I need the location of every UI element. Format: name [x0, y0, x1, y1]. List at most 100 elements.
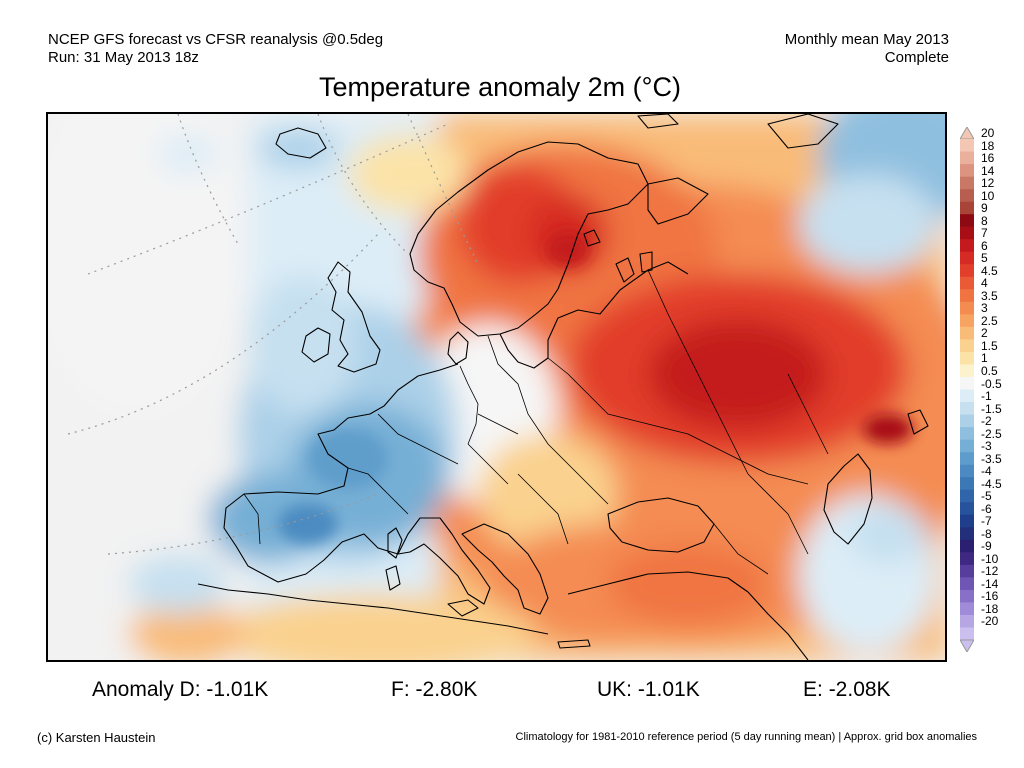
colorbar-label: -8 — [981, 526, 992, 541]
coastlines — [197, 114, 929, 660]
colorbar-label: -6 — [981, 501, 992, 516]
colorbar-swatch — [960, 527, 974, 541]
stat-f-value: -2.80K — [415, 678, 478, 701]
colorbar-bottom-arrow — [960, 639, 974, 652]
colorbar-swatch — [960, 339, 974, 353]
stat-f-label: F: — [391, 678, 410, 701]
colorbar-label: -3 — [981, 439, 992, 454]
colorbar-label: 20 — [981, 126, 995, 140]
colorbar-label: 3.5 — [981, 288, 998, 303]
colorbar-label: 1.5 — [981, 338, 998, 353]
colorbar-swatch — [960, 351, 974, 365]
colorbar-label: 5 — [981, 251, 988, 266]
colorbar-label: -5 — [981, 489, 992, 504]
colorbar-swatch — [960, 539, 974, 553]
colorbar-swatch — [960, 276, 974, 290]
colorbar-swatch — [960, 376, 974, 390]
colorbar-swatch — [960, 264, 974, 278]
colorbar-label: -2.5 — [981, 426, 1002, 441]
colorbar-label: 3 — [981, 301, 988, 316]
colorbar-swatch — [960, 151, 974, 165]
colorbar-swatch — [960, 464, 974, 478]
colorbar-label: -14 — [981, 576, 999, 591]
colorbar-swatch — [960, 452, 974, 465]
colorbar-swatch — [960, 564, 974, 578]
colorbar-label: -10 — [981, 551, 999, 566]
colorbar-label: 18 — [981, 138, 995, 153]
colorbar-label: -20 — [981, 614, 999, 629]
stat-d-label: Anomaly D: — [92, 678, 201, 701]
stat-f: F: -2.80K — [391, 678, 477, 702]
colorbar-label: 4 — [981, 276, 988, 291]
stat-e-label: E: — [803, 678, 823, 701]
colorbar-label: 12 — [981, 176, 995, 191]
anomaly-field — [48, 114, 945, 660]
anomaly-map — [46, 112, 947, 662]
credit: (c) Karsten Haustein — [37, 730, 156, 745]
colorbar-swatch — [960, 226, 974, 240]
stat-uk-label: UK: — [597, 678, 633, 701]
footnote: Climatology for 1981-2010 reference peri… — [515, 731, 977, 743]
colorbar-swatch — [960, 314, 974, 328]
colorbar-swatch — [960, 489, 974, 503]
colorbar-swatch — [960, 552, 974, 566]
colorbar-labels: 20 18 16 14 12 10 9 8 7 6 5 4.5 4 3.5 3 2.5 2 1.5 1 0.5 -0.5… — [981, 127, 1021, 637]
colorbar-label: -7 — [981, 514, 992, 529]
header-right: Monthly mean May 2013 Complete — [785, 31, 949, 67]
colorbar-label: 6 — [981, 238, 988, 253]
colorbar-label: -1.5 — [981, 401, 1002, 416]
colorbar-label: -2 — [981, 414, 992, 429]
colorbar-label: -4 — [981, 464, 992, 479]
colorbar-label: 4.5 — [981, 263, 998, 278]
colorbar-label: -16 — [981, 589, 999, 604]
colorbar-swatch — [960, 289, 974, 303]
colorbar-swatch — [960, 514, 974, 528]
colorbar-swatch — [960, 402, 974, 415]
stat-uk: UK: -1.01K — [597, 678, 700, 702]
colorbar-label: 14 — [981, 163, 995, 178]
graticule — [67, 114, 479, 555]
colorbar-swatch — [960, 602, 974, 616]
stat-e-value: -2.08K — [828, 678, 891, 701]
colorbar-swatch — [960, 589, 974, 603]
colorbar-swatch — [960, 614, 974, 628]
colorbar-label: -4.5 — [981, 476, 1002, 491]
colorbar-swatch — [960, 214, 974, 227]
stat-d: Anomaly D: -1.01K — [92, 678, 268, 702]
colorbar-label: -18 — [981, 601, 999, 616]
colorbar-top-arrow — [960, 127, 974, 140]
stat-e: E: -2.08K — [803, 678, 891, 702]
colorbar-swatch — [960, 251, 974, 265]
colorbar-swatch — [960, 176, 974, 190]
colorbar-swatch — [960, 427, 974, 440]
colorbar — [960, 127, 974, 652]
colorbar-swatch — [960, 326, 974, 340]
colorbar-swatch — [960, 139, 974, 152]
colorbar-label: -12 — [981, 564, 999, 579]
colorbar-label: 2.5 — [981, 313, 998, 328]
header-left: NCEP GFS forecast vs CFSR reanalysis @0.… — [48, 31, 383, 67]
colorbar-label: 1 — [981, 351, 988, 366]
colorbar-swatches — [960, 139, 974, 641]
colorbar-label: 2 — [981, 326, 988, 341]
colorbar-swatch — [960, 389, 974, 403]
colorbar-label: 7 — [981, 226, 988, 241]
map-title: Temperature anomaly 2m (°C) — [319, 72, 681, 102]
colorbar-label: 16 — [981, 151, 995, 166]
period-label: Monthly mean May 2013 — [784, 31, 949, 48]
colorbar-label: 10 — [981, 188, 995, 203]
colorbar-swatch — [960, 477, 974, 490]
colorbar-label: 0.5 — [981, 363, 998, 378]
colorbar-label: 8 — [981, 213, 988, 228]
colorbar-swatch — [960, 627, 974, 641]
stat-d-value: -1.01K — [206, 678, 269, 701]
colorbar-swatch — [960, 201, 974, 215]
colorbar-swatch — [960, 189, 974, 202]
anomaly-stats: Anomaly D: -1.01K F: -2.80K UK: -1.01K E… — [0, 678, 1024, 708]
colorbar-swatch — [960, 164, 974, 177]
model-description: NCEP GFS forecast vs CFSR reanalysis @0.… — [48, 31, 384, 48]
colorbar-label: -3.5 — [981, 451, 1002, 466]
colorbar-label: -9 — [981, 539, 992, 554]
anomaly-map-svg — [48, 114, 945, 660]
colorbar-swatch — [960, 364, 974, 378]
